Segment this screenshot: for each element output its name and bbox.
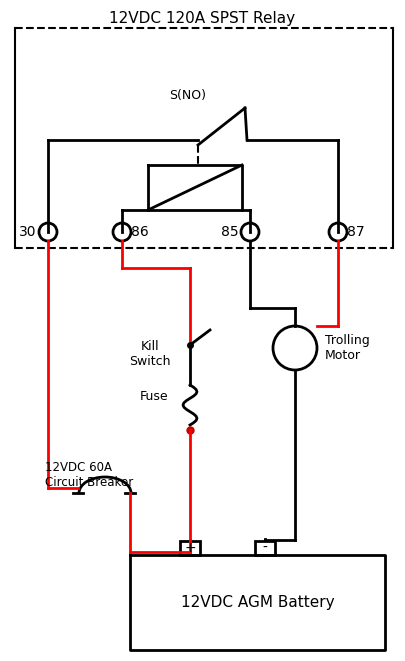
Text: 85: 85	[221, 225, 239, 239]
Text: Trolling
Motor: Trolling Motor	[325, 334, 370, 362]
Text: 87: 87	[347, 225, 365, 239]
Circle shape	[273, 326, 317, 370]
Text: 86: 86	[131, 225, 149, 239]
Circle shape	[241, 223, 259, 241]
Text: S(NO): S(NO)	[170, 89, 207, 102]
Circle shape	[113, 223, 131, 241]
Text: Kill
Switch: Kill Switch	[129, 340, 171, 368]
Text: Fuse: Fuse	[139, 390, 168, 403]
Bar	[255, 541, 275, 555]
Text: +: +	[184, 541, 196, 555]
Circle shape	[39, 223, 57, 241]
Text: -: -	[262, 541, 267, 555]
Text: 30: 30	[19, 225, 37, 239]
Text: 12VDC 120A SPST Relay: 12VDC 120A SPST Relay	[109, 11, 296, 26]
Text: 12VDC 60A
Circuit Breaker: 12VDC 60A Circuit Breaker	[45, 461, 133, 489]
Bar	[180, 541, 200, 555]
Circle shape	[329, 223, 347, 241]
Text: 12VDC AGM Battery: 12VDC AGM Battery	[181, 595, 334, 610]
